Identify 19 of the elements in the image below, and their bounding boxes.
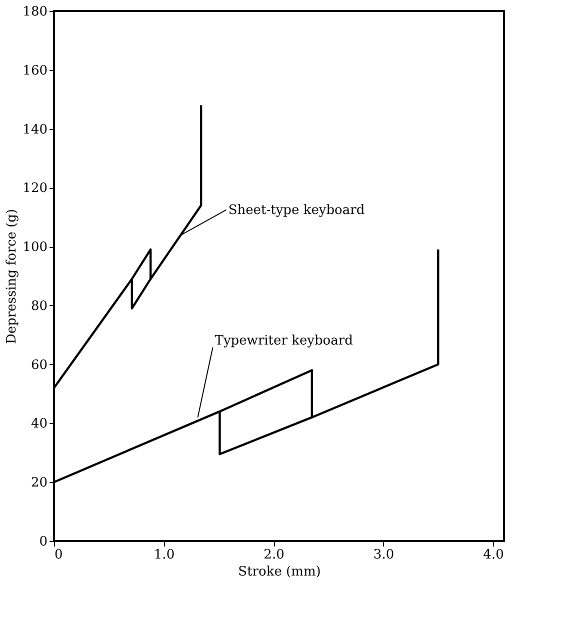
- y-tick-label: 40: [30, 416, 48, 432]
- annotation: Typewriter keyboard: [214, 333, 353, 348]
- y-tick-label: 20: [30, 476, 48, 491]
- y-tick-label: 180: [22, 4, 48, 20]
- x-axis-title: Stroke (mm): [238, 564, 321, 580]
- y-tick-label: 100: [22, 240, 48, 256]
- y-tick-label: 120: [22, 181, 48, 196]
- x-tick-label: 0: [54, 548, 63, 562]
- y-tick-label: 0: [39, 534, 48, 550]
- y-tick-label: 60: [30, 358, 48, 373]
- annotation: Sheet-type keyboard: [228, 202, 365, 218]
- y-axis-title: Depressing force (g): [4, 208, 20, 344]
- y-tick-label: 160: [22, 63, 48, 78]
- x-tick-label: 4.0: [483, 548, 504, 562]
- x-tick-label: 1.0: [154, 548, 175, 562]
- x-tick-label: 2.0: [264, 548, 284, 562]
- x-tick-label: 3.0: [373, 548, 394, 562]
- y-tick-label: 140: [22, 122, 48, 138]
- y-tick-label: 80: [30, 298, 48, 314]
